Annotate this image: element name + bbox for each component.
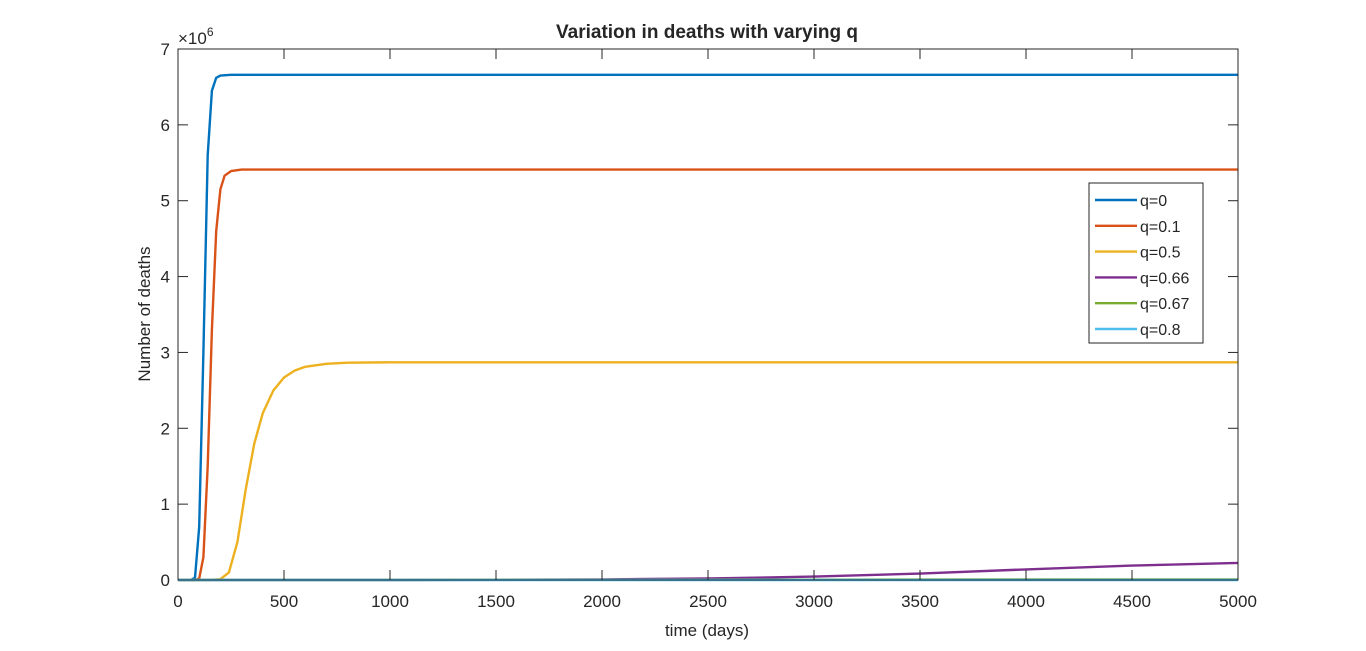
y-axis: 0 1 2 3 4 5 6 7 <box>161 40 1238 590</box>
y-tick-label: 3 <box>161 343 170 362</box>
x-tick-label: 0 <box>173 592 182 611</box>
legend-label-5: q=0.8 <box>1140 322 1181 339</box>
x-tick-label: 3000 <box>795 592 833 611</box>
series-line-1 <box>178 168 1238 582</box>
y-tick-label: 4 <box>161 268 170 287</box>
y-tick-label: 1 <box>161 495 170 514</box>
y-exponent-power: 6 <box>207 25 214 39</box>
x-tick-label: 1000 <box>371 592 409 611</box>
y-tick-label: 7 <box>161 40 170 59</box>
y-tick-label: 2 <box>161 419 170 438</box>
series-line-0 <box>178 73 1238 582</box>
series-line-2 <box>178 361 1238 582</box>
x-tick-label: 5000 <box>1219 592 1257 611</box>
x-tick-label: 2000 <box>583 592 621 611</box>
x-axis-label: time (days) <box>665 621 749 640</box>
y-exponent-base: ×10 <box>178 29 207 48</box>
legend-box <box>1088 182 1204 344</box>
series-layer <box>177 73 1239 582</box>
legend-label-3: q=0.66 <box>1140 270 1189 287</box>
x-axis: 0 500 1000 1500 2000 2500 3000 3500 4000 4500 5000 <box>173 49 1257 611</box>
axes-box <box>177 48 1239 581</box>
x-tick-label: 4000 <box>1007 592 1045 611</box>
y-tick-label: 0 <box>161 571 170 590</box>
legend: q=0 q=0.1 q=0.5 q=0.66 q=0.67 q=0.8 <box>1088 182 1204 344</box>
y-exponent-label: ×106 <box>178 25 214 48</box>
x-tick-label: 2500 <box>689 592 727 611</box>
chart-title: Variation in deaths with varying q <box>556 22 858 43</box>
legend-label-2: q=0.5 <box>1140 245 1181 262</box>
y-tick-label: 6 <box>161 116 170 135</box>
legend-label-0: q=0 <box>1140 193 1167 210</box>
legend-label-1: q=0.1 <box>1140 219 1181 236</box>
y-tick-label: 5 <box>161 192 170 211</box>
x-tick-label: 4500 <box>1113 592 1151 611</box>
x-tick-label: 1500 <box>477 592 515 611</box>
x-tick-label: 500 <box>270 592 298 611</box>
y-axis-label: Number of deaths <box>135 246 154 381</box>
legend-label-4: q=0.67 <box>1140 296 1189 313</box>
x-tick-label: 3500 <box>901 592 939 611</box>
